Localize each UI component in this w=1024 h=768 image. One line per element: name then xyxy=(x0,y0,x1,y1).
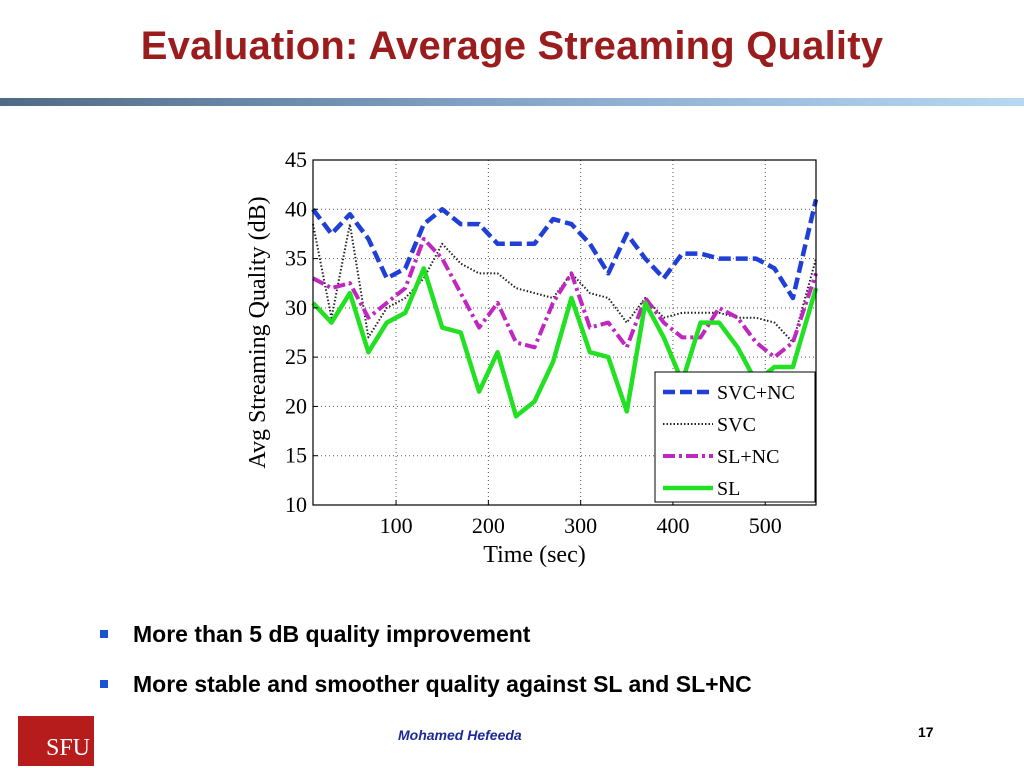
y-tick-label: 35 xyxy=(285,246,307,271)
x-tick-label: 500 xyxy=(749,513,782,538)
x-tick-label: 400 xyxy=(656,513,689,538)
chart-container: 100 200 300 400 500 10 15 20 25 30 35 40 45 Time (sec… xyxy=(235,140,835,580)
legend-label: SL+NC xyxy=(717,446,779,468)
series-line-sl xyxy=(311,266,819,419)
bullet-item: More than 5 dB quality improvement xyxy=(100,618,752,650)
series-line-svc-plus-nc xyxy=(311,198,819,301)
y-tick-label: 20 xyxy=(285,393,307,418)
legend-label: SVC xyxy=(717,414,756,436)
legend-label: SVC+NC xyxy=(717,382,795,404)
logo-text: SFU xyxy=(45,735,90,761)
bullet-square-icon xyxy=(100,630,108,638)
y-tick-label: 15 xyxy=(285,443,307,468)
line-chart: 100 200 300 400 500 10 15 20 25 30 35 40 45 Time (sec… xyxy=(245,147,819,568)
x-tick-label: 300 xyxy=(564,513,597,538)
title-divider xyxy=(0,98,1024,106)
plot-frame xyxy=(312,159,817,506)
y-tick-label: 10 xyxy=(285,492,307,517)
sfu-logo: SFU xyxy=(18,716,94,766)
bullet-text: More stable and smoother quality against… xyxy=(133,670,752,697)
bullet-square-icon xyxy=(100,680,108,688)
legend-box xyxy=(654,371,816,503)
legend-label: SL xyxy=(717,478,740,500)
footer-author: Mohamed Hefeeda xyxy=(398,727,522,743)
y-tick-label: 25 xyxy=(285,344,307,369)
series-line-sl-plus-nc xyxy=(312,236,818,360)
y-axis-label: Avg Streaming Quality (dB) xyxy=(245,196,271,468)
bullet-list: More than 5 dB quality improvement More … xyxy=(100,618,752,718)
bullet-item: More stable and smoother quality against… xyxy=(100,668,752,700)
x-tick-label: 100 xyxy=(380,513,413,538)
y-tick-label: 40 xyxy=(285,196,307,221)
x-axis-label: Time (sec) xyxy=(483,542,585,568)
bullet-text: More than 5 dB quality improvement xyxy=(133,620,531,647)
page-number: 17 xyxy=(918,724,934,740)
y-tick-label: 45 xyxy=(285,147,307,172)
slide-title: Evaluation: Average Streaming Quality xyxy=(140,24,884,68)
x-tick-label: 200 xyxy=(472,513,505,538)
y-tick-label: 30 xyxy=(285,295,307,320)
